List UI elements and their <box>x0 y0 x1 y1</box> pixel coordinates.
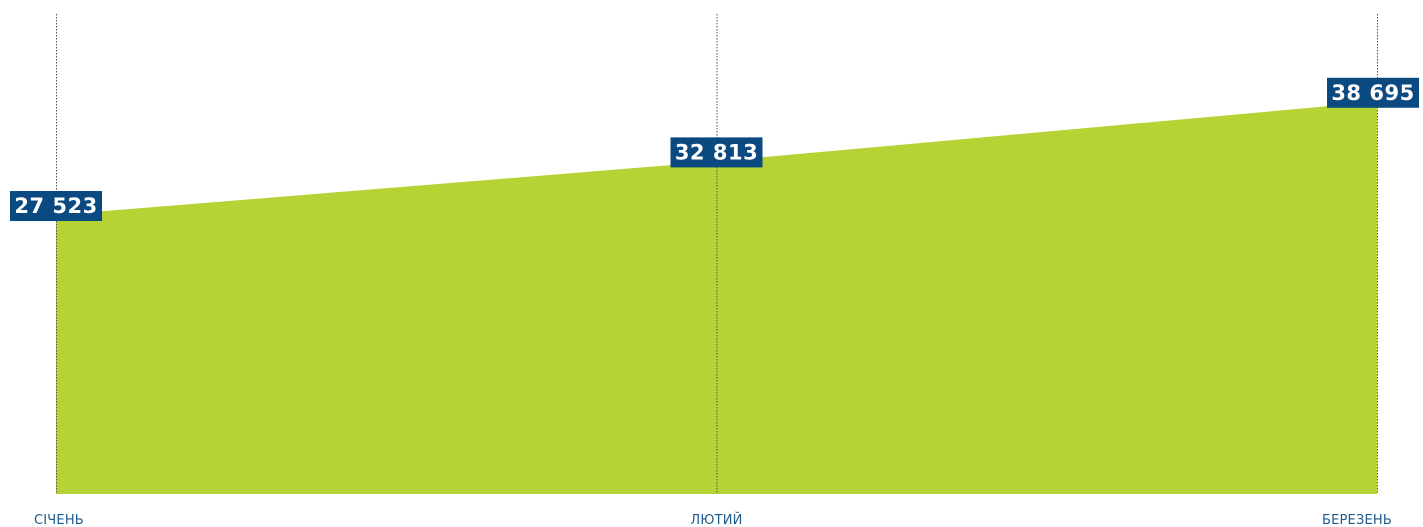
data-label-box <box>10 191 102 222</box>
area-series <box>56 101 1377 494</box>
data-label-text: 27 523 <box>14 194 97 218</box>
data-label-1: 27 523 <box>10 191 102 222</box>
data-label-box <box>670 137 763 168</box>
tick-layer: СІЧЕНЬ ЛЮТИЙ БЕРЕЗЕНЬ <box>34 512 1392 527</box>
area-layer <box>56 101 1377 494</box>
data-label-2: 32 813 <box>670 137 763 168</box>
data-label-3: 38 695 <box>1327 77 1419 108</box>
grid-layer <box>56 14 1378 494</box>
x-tick-label-3: БЕРЕЗЕНЬ <box>1322 513 1392 527</box>
data-label-text: 32 813 <box>675 140 758 164</box>
data-label-box <box>1327 77 1419 108</box>
x-tick-label-2: ЛЮТИЙ <box>690 512 742 527</box>
data-label-text: 38 695 <box>1331 81 1414 105</box>
x-tick-label-1: СІЧЕНЬ <box>34 513 84 527</box>
label-layer: 27 523 32 813 38 695 <box>10 77 1419 222</box>
